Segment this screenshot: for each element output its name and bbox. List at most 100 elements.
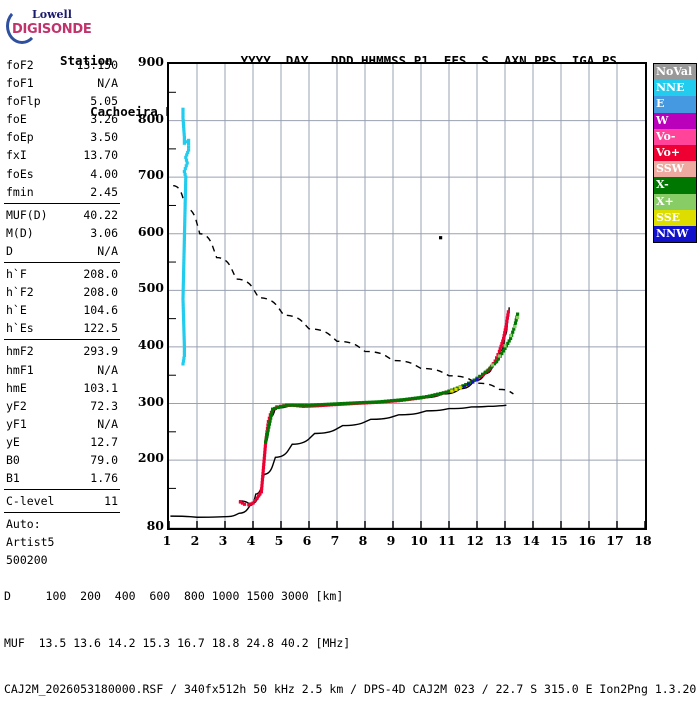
echo-point (326, 402, 330, 406)
x-tick-label: 18 (634, 533, 652, 548)
echo-point (268, 419, 272, 423)
echo-point (371, 400, 375, 404)
echo-point (182, 339, 186, 343)
echo-point (444, 390, 448, 394)
echo-point (181, 107, 185, 111)
arc-icon (6, 8, 38, 44)
echo-point (279, 405, 283, 409)
echo-point (265, 434, 269, 438)
param-row: h`F 208.0 (4, 265, 122, 283)
param-key: hmF2 (6, 344, 34, 359)
echo-point (247, 503, 251, 507)
divider (4, 262, 120, 264)
echo-point (182, 327, 186, 331)
echo-point (497, 354, 501, 358)
x-tick-label: 10 (410, 533, 428, 548)
param-key: yE (6, 434, 20, 449)
param-value: 11 (104, 494, 118, 509)
param-value: 4.00 (90, 166, 118, 181)
echo-point (183, 199, 187, 203)
param-group-virtual-heights: h`F 208.0 h`F2 208.0 h`E 104.6 h`Es 122.5 (4, 265, 122, 337)
echo-point (411, 396, 415, 401)
x-tick-label: 8 (358, 533, 368, 548)
polarization-legend: NoVal NNE E W Vo- Vo+ SSW X- X+ SSE NNW (653, 63, 697, 244)
echo-point (262, 456, 266, 460)
param-value: 3.50 (90, 130, 118, 145)
param-value: 40.22 (83, 207, 118, 222)
param-key: M(D) (6, 225, 34, 240)
echo-point (263, 450, 267, 454)
x-tick-label: 4 (246, 533, 256, 548)
echo-point (511, 330, 515, 334)
echo-point (503, 331, 507, 335)
echo-point (182, 350, 186, 355)
param-value: 2.45 (90, 184, 118, 199)
echo-point (352, 401, 356, 405)
echo-point (269, 413, 273, 417)
echo-point (182, 252, 186, 256)
echo-point (187, 142, 191, 146)
legend-swatch-ssw: SSW (654, 161, 696, 178)
echo-point (355, 401, 359, 405)
legend-swatch-x: X+ (654, 193, 696, 210)
param-row: foEp 3.50 (4, 128, 122, 146)
echo-point (509, 336, 513, 341)
echo-point (310, 403, 314, 407)
param-row: yE 12.7 (4, 433, 122, 451)
echo-point (181, 309, 185, 313)
echo-point (182, 267, 186, 271)
echo-point (182, 246, 186, 250)
echo-point (496, 357, 500, 361)
echo-point (182, 228, 187, 233)
param-row: M(D) 3.06 (4, 224, 122, 242)
x-tick-label: 12 (466, 533, 484, 548)
echo-point (181, 282, 185, 286)
param-value: 208.0 (83, 267, 118, 282)
echo-point (323, 402, 327, 406)
echo-point (181, 291, 185, 295)
param-value: N/A (97, 416, 118, 431)
echo-point (240, 501, 245, 505)
echo-point (516, 315, 520, 320)
echo-point (416, 396, 420, 400)
param-value: 12.7 (90, 434, 118, 449)
echo-point (439, 391, 443, 396)
echo-point (367, 400, 372, 404)
echo-point (181, 121, 185, 126)
echo-point (273, 406, 277, 410)
echo-point (182, 330, 186, 334)
footer-file-row: CAJ2M_2026053180000.RSF / 340fx512h 50 k… (4, 682, 697, 696)
echo-point (182, 342, 186, 346)
echo-point (498, 347, 502, 351)
echo-point (270, 410, 274, 414)
echo-point (181, 113, 185, 117)
echo-point (181, 118, 185, 123)
echo-point (505, 319, 509, 323)
echo-point (260, 484, 264, 488)
param-key: hmF1 (6, 362, 34, 377)
echo-point (182, 234, 187, 239)
param-row: foF1 N/A (4, 74, 122, 92)
param-key: foEs (6, 166, 34, 181)
echo-point (183, 187, 188, 191)
echo-point (182, 141, 186, 145)
echo-point (297, 403, 301, 407)
echo-point (260, 481, 264, 485)
echo-point (183, 190, 188, 194)
echo-point (495, 360, 499, 364)
echo-point (361, 400, 365, 405)
auto-label: Auto: (6, 517, 41, 532)
echo-point (425, 395, 429, 399)
ionogram-canvas[interactable] (169, 64, 645, 528)
echo-point (238, 500, 242, 504)
echo-point (184, 181, 188, 185)
echo-point (181, 110, 185, 114)
echo-point (187, 145, 191, 149)
y-axis-labels: 80 200 300 400 500 600 700 800 900 (126, 52, 164, 542)
echo-point (262, 453, 267, 457)
ionogram-plot[interactable] (167, 62, 647, 530)
echo-point (427, 394, 431, 398)
echo-point (181, 300, 185, 304)
echo-point (182, 258, 186, 262)
echo-point (413, 396, 417, 400)
